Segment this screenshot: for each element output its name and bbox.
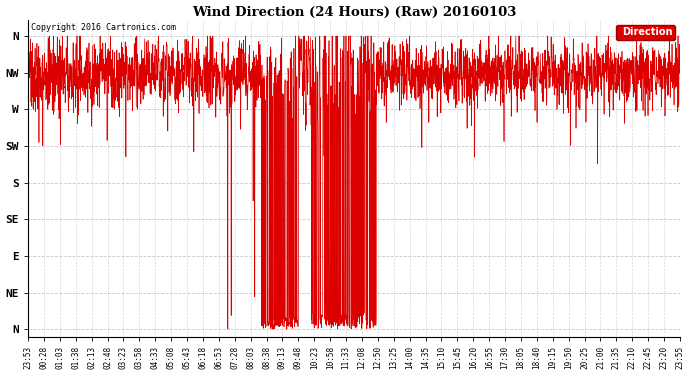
Title: Wind Direction (24 Hours) (Raw) 20160103: Wind Direction (24 Hours) (Raw) 20160103	[192, 6, 516, 18]
Legend: Direction: Direction	[616, 25, 675, 40]
Text: Copyright 2016 Cartronics.com: Copyright 2016 Cartronics.com	[31, 23, 177, 32]
